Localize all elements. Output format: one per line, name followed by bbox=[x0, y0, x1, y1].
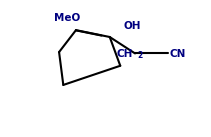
Text: OH: OH bbox=[123, 21, 141, 31]
Text: 2: 2 bbox=[138, 51, 143, 60]
Text: MeO: MeO bbox=[54, 13, 81, 23]
Text: CH: CH bbox=[117, 49, 133, 59]
Text: CN: CN bbox=[170, 49, 186, 59]
